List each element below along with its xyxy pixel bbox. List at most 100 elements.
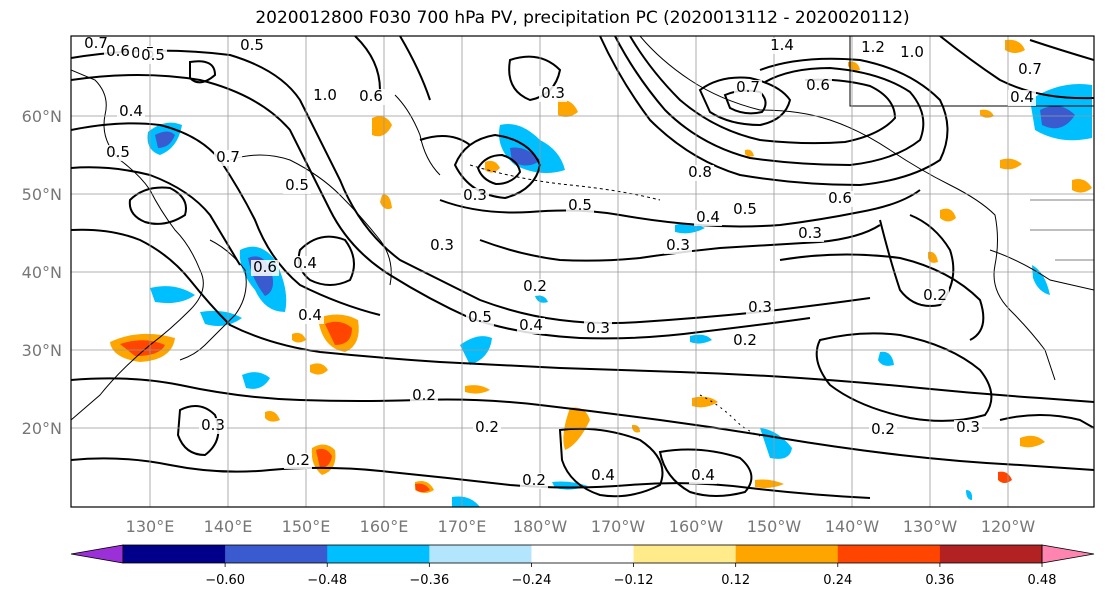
pv-contour (176, 405, 220, 457)
positive-precip-core (998, 471, 1012, 483)
svg-text:0.8: 0.8 (688, 163, 712, 181)
contour-label: 0.2 (410, 386, 438, 404)
pv-contour (614, 36, 925, 167)
pv-contour (599, 36, 949, 187)
colorbar-segment (735, 545, 839, 563)
pv-contour (939, 36, 1094, 100)
negative-precip-area (966, 490, 973, 500)
svg-text:0.6: 0.6 (806, 76, 830, 94)
pv-contour (71, 457, 871, 499)
positive-precip-core (316, 448, 332, 468)
contour-label: 0.2 (284, 451, 312, 469)
negative-precip-core (510, 147, 540, 166)
svg-text:0.3: 0.3 (201, 416, 225, 434)
svg-text:0.3: 0.3 (798, 224, 822, 242)
contour-label: 0.6 (804, 76, 832, 94)
negative-precip-area (452, 496, 480, 507)
colorbar-frame (122, 544, 1043, 564)
lon-tick-label: 130°W (903, 517, 958, 536)
contour-label: 0.4 (589, 466, 617, 484)
svg-text:0.3: 0.3 (586, 319, 610, 337)
svg-text:0.5: 0.5 (285, 176, 309, 194)
svg-text:0.6: 0.6 (828, 189, 852, 207)
svg-text:0.7: 0.7 (216, 148, 240, 166)
svg-text:0.6: 0.6 (359, 87, 383, 105)
colorbar-tick-label: 0.24 (823, 573, 852, 588)
svg-text:0.4: 0.4 (696, 208, 720, 226)
colorbar-tick-label: 0.12 (721, 573, 750, 588)
contour-label: 0.2 (520, 471, 548, 489)
contour-label: 0.3 (664, 236, 692, 254)
lon-tick-label: 180°W (513, 517, 568, 536)
pv-contour (354, 36, 431, 101)
svg-text:1.0: 1.0 (313, 86, 337, 104)
contour-label: 0.8 (686, 163, 714, 181)
contour-label: 0.5 (139, 46, 167, 64)
pv-contour (128, 186, 187, 225)
svg-text:0.6: 0.6 (253, 258, 277, 276)
colorbar-segment (429, 545, 532, 563)
colorbar-segment (327, 545, 430, 563)
contour-label: 0.3 (746, 298, 774, 316)
lat-tick-label: 60°N (22, 107, 62, 126)
svg-text:0.7: 0.7 (84, 34, 108, 52)
contour-label: 0.7 (734, 78, 762, 96)
svg-text:0.5: 0.5 (733, 200, 757, 218)
pv-contour (815, 332, 993, 422)
negative-precip-area (150, 286, 195, 304)
positive-precip-area (692, 396, 718, 408)
lon-tick-label: 130°E (126, 517, 175, 536)
svg-text:0.3: 0.3 (666, 236, 690, 254)
positive-precip-core (325, 321, 352, 345)
colorbar-segment (123, 545, 226, 563)
svg-text:0.6: 0.6 (106, 42, 130, 60)
asia-coastline (71, 69, 204, 421)
contour-label: 0.3 (954, 418, 982, 436)
colorbar-tick-label: −0.12 (614, 573, 654, 588)
svg-text:0.5: 0.5 (106, 143, 130, 161)
contour-label: 0.2 (921, 286, 949, 304)
lon-tick-label: 170°E (438, 517, 487, 536)
contour-label: 0.4 (517, 316, 545, 334)
negative-precip-area (1032, 265, 1050, 295)
lon-tick-label: 150°W (747, 517, 802, 536)
positive-precip-area (1000, 158, 1022, 170)
contour-label: 0.6 (826, 189, 854, 207)
lat-tick-label: 30°N (22, 341, 62, 360)
negative-precip-area (535, 295, 548, 303)
kuril-coastline (229, 154, 392, 286)
lon-tick-label: 120°W (981, 517, 1036, 536)
contour-label: 0.3 (461, 186, 489, 204)
colorbar-tick-label: −0.48 (307, 573, 347, 588)
map-area: 0.70.60.50.50.40.50.70.51.00.60.50.40.30… (22, 34, 1095, 536)
svg-text:0.5: 0.5 (141, 46, 165, 64)
positive-precip-area (465, 385, 490, 394)
svg-text:0.4: 0.4 (519, 316, 543, 334)
svg-text:0.3: 0.3 (430, 236, 454, 254)
contour-label: 0.5 (283, 176, 311, 194)
lat-tick-label: 50°N (22, 185, 62, 204)
contour-label: 0.3 (796, 224, 824, 242)
us-border (989, 249, 1094, 291)
svg-text:0.4: 0.4 (691, 466, 715, 484)
lon-tick-label: 160°E (360, 517, 409, 536)
positive-precip-core (415, 483, 430, 492)
positive-precip-core (120, 340, 165, 356)
negative-precip-area (200, 310, 242, 326)
pv-contour (71, 49, 871, 325)
contour-label: 0.3 (428, 236, 456, 254)
pv-contour (698, 76, 792, 127)
svg-text:0.2: 0.2 (523, 277, 547, 295)
svg-text:0.2: 0.2 (475, 418, 499, 436)
colorbar-segment (633, 545, 737, 563)
svg-text:1.2: 1.2 (861, 38, 885, 56)
contour-label: 0.7 (214, 148, 242, 166)
svg-text:1.0: 1.0 (900, 43, 924, 61)
contour-label: 0.4 (694, 208, 722, 226)
positive-precip-area (848, 61, 860, 71)
negative-precip-core (155, 131, 175, 148)
pv-contour (71, 122, 381, 316)
svg-text:0.4: 0.4 (119, 102, 143, 120)
pv-contour (297, 235, 355, 286)
